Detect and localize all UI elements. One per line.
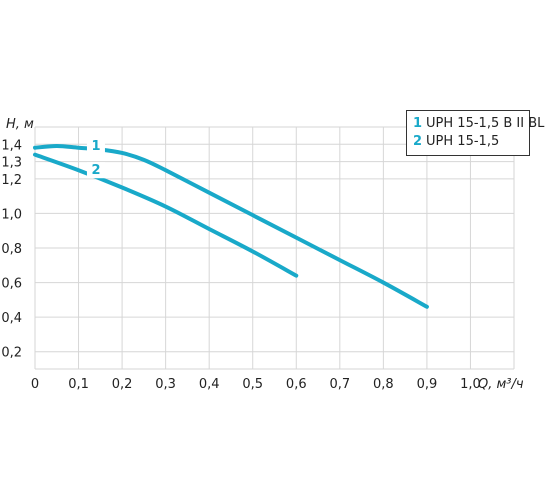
x-tick-label-10: 1,0 — [460, 377, 481, 392]
y-tick-label-6: 1,3 — [1, 156, 22, 171]
x-tick-label-8: 0,8 — [373, 377, 394, 392]
x-tick-labels: 0 0,1 0,2 0,3 0,4 0,5 0,6 0,7 0,8 0,9 1,0 — [31, 377, 481, 392]
x-tick-label-7: 0,7 — [329, 377, 350, 392]
x-axis-label: Q, м³/ч — [478, 377, 524, 392]
y-axis-label: H, м — [6, 117, 34, 132]
grid-lines — [34, 126, 515, 370]
series-lines — [33, 144, 429, 309]
y-tick-label-3: 0,8 — [1, 242, 22, 257]
x-tick-label-0: 0 — [31, 377, 39, 392]
curve-number-labels: 12 — [86, 138, 105, 179]
x-tick-label-1: 0,1 — [68, 377, 89, 392]
y-tick-labels: 0,2 0,4 0,6 0,8 1,0 1,2 1,3 1,4 — [1, 138, 22, 360]
legend-entry-1: 1 UPH 15-1,5 B II BL — [413, 115, 544, 133]
y-tick-label-5: 1,2 — [1, 173, 22, 188]
curve-label-bg-1 — [86, 138, 105, 155]
x-tick-label-3: 0,3 — [155, 377, 176, 392]
legend-label-2: UPH 15-1,5 — [426, 134, 500, 149]
y-tick-label-1: 0,4 — [1, 311, 22, 326]
legend-number-2: 2 — [413, 134, 423, 149]
x-tick-label-5: 0,5 — [242, 377, 263, 392]
series-line-2 — [33, 152, 299, 278]
curve-label-2: 2 — [91, 163, 100, 178]
x-tick-label-6: 0,6 — [286, 377, 307, 392]
y-tick-label-7: 1,4 — [1, 138, 22, 153]
y-tick-label-4: 1,0 — [1, 207, 22, 222]
y-tick-label-0: 0,2 — [1, 346, 22, 361]
curve-label-bg-2 — [86, 162, 105, 179]
curve-label-1: 1 — [91, 139, 100, 154]
legend: 1 UPH 15-1,5 B II BL 2 UPH 15-1,5 — [406, 110, 544, 156]
legend-number-1: 1 — [413, 116, 423, 131]
y-tick-label-2: 0,6 — [1, 277, 22, 292]
series-line-1 — [33, 144, 429, 309]
x-tick-label-4: 0,4 — [199, 377, 220, 392]
x-tick-label-9: 0,9 — [417, 377, 438, 392]
legend-label-1: UPH 15-1,5 B II BL — [426, 116, 545, 131]
x-tick-label-2: 0,2 — [112, 377, 133, 392]
legend-entry-2: 2 UPH 15-1,5 — [413, 133, 523, 151]
